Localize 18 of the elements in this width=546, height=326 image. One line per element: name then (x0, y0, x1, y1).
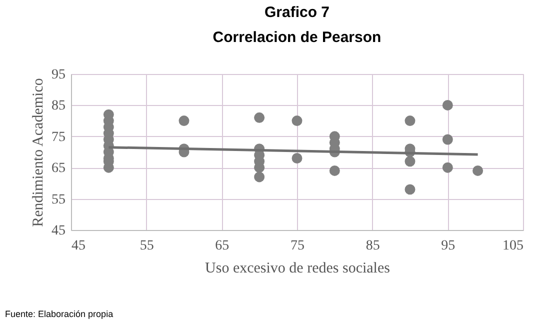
x-axis-title: Uso excesivo de redes sociales (205, 260, 390, 276)
x-tick-label: 55 (140, 238, 154, 254)
y-tick-label: 95 (52, 68, 66, 82)
y-tick-label: 65 (52, 161, 66, 176)
chart-subtitle: Correlacion de Pearson (212, 29, 382, 46)
source-note: Fuente: Elaboración propia (5, 309, 114, 319)
x-tick-label: 65 (215, 238, 230, 254)
chart-title: Grafico 7 (264, 4, 330, 21)
y-tick-label: 45 (52, 224, 66, 238)
x-tick-label: 45 (72, 238, 86, 254)
y-tick-label: 75 (52, 130, 66, 145)
y-tick-label: 55 (52, 192, 66, 208)
x-tick-label: 75 (290, 238, 304, 254)
x-tick-label: 105 (502, 238, 524, 254)
y-axis-title: Rendimiento Academico (30, 78, 46, 227)
y-tick-label: 85 (52, 98, 66, 114)
x-tick-label: 85 (366, 238, 380, 254)
x-tick-label: 95 (441, 238, 456, 254)
